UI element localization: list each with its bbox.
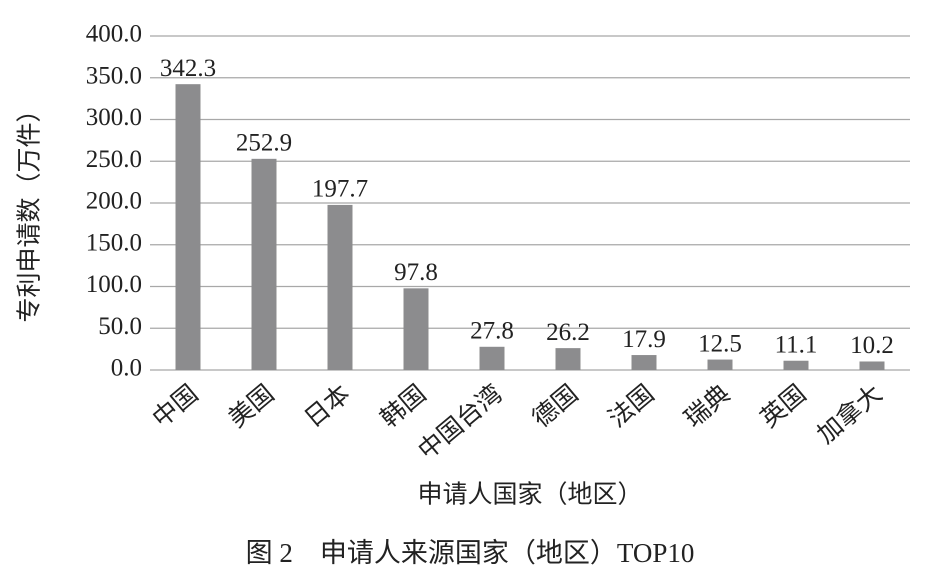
x-axis-label: 申请人国家（地区）	[417, 481, 642, 509]
bar	[707, 359, 733, 370]
x-tick-label: 中国台湾	[413, 380, 508, 466]
value-label: 197.7	[312, 176, 368, 203]
y-tick-label: 400.0	[86, 21, 142, 48]
bar	[783, 360, 809, 370]
x-tick-label: 英国	[755, 380, 811, 434]
x-tick-label: 日本	[299, 380, 355, 434]
value-label: 11.1	[775, 331, 818, 358]
bar	[555, 348, 581, 370]
bar	[479, 346, 505, 370]
y-tick-label: 250.0	[86, 146, 142, 173]
y-tick-label: 0.0	[111, 355, 142, 382]
bar	[403, 288, 429, 370]
y-axis-label: 专利申请数（万件）	[16, 97, 44, 322]
value-label: 252.9	[236, 130, 292, 157]
x-tick-label: 韩国	[375, 380, 431, 434]
y-tick-label: 50.0	[98, 313, 142, 340]
value-label: 26.2	[546, 319, 590, 346]
value-label: 342.3	[160, 55, 216, 82]
bar	[327, 204, 353, 370]
bar	[251, 158, 277, 370]
x-tick-label: 美国	[223, 380, 279, 434]
caption: 图 2 申请人来源国家（地区）TOP10	[246, 538, 695, 568]
value-label: 12.5	[698, 330, 742, 357]
y-tick-label: 200.0	[86, 188, 142, 215]
bar	[631, 355, 657, 370]
x-tick-label: 瑞典	[679, 380, 735, 434]
y-tick-label: 300.0	[86, 104, 142, 131]
bar	[175, 84, 201, 370]
bar	[859, 361, 885, 370]
y-tick-label: 100.0	[86, 271, 142, 298]
x-tick-label: 加拿大	[812, 380, 887, 450]
y-tick-label: 150.0	[86, 229, 142, 256]
value-label: 17.9	[622, 326, 666, 353]
x-tick-label: 中国	[147, 380, 203, 434]
value-label: 10.2	[850, 332, 894, 359]
x-tick-label: 法国	[603, 380, 659, 434]
value-label: 27.8	[470, 318, 514, 345]
value-label: 97.8	[394, 259, 438, 286]
y-tick-label: 350.0	[86, 62, 142, 89]
x-tick-label: 德国	[527, 380, 583, 434]
